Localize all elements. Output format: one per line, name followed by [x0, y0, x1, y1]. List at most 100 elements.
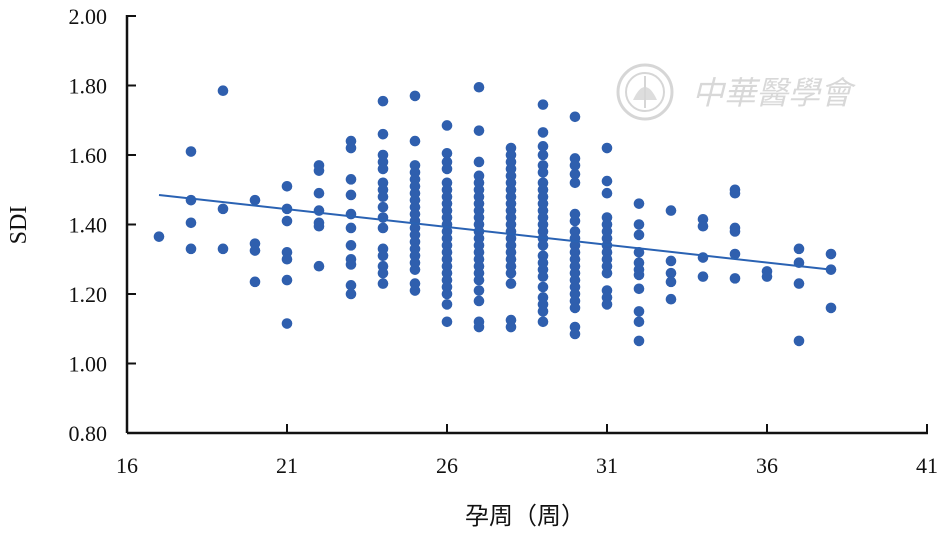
data-point	[569, 168, 581, 180]
data-point	[729, 187, 741, 199]
data-point	[249, 194, 261, 206]
data-point	[441, 120, 453, 131]
data-point	[153, 231, 165, 242]
data-point	[473, 321, 485, 333]
data-point	[473, 274, 485, 286]
data-point	[345, 174, 357, 185]
data-point	[313, 260, 325, 272]
data-point	[537, 167, 549, 178]
data-point	[761, 271, 773, 282]
data-point	[185, 146, 197, 157]
data-point	[697, 271, 709, 282]
data-point	[441, 299, 453, 310]
data-point	[345, 280, 357, 291]
data-point	[409, 264, 421, 275]
y-tick-label: 1.80	[69, 74, 108, 99]
data-point	[537, 316, 549, 328]
data-point	[473, 156, 485, 168]
data-point	[281, 215, 293, 227]
data-point	[377, 222, 389, 234]
data-point	[185, 243, 197, 255]
data-point	[633, 283, 645, 295]
data-point	[601, 142, 613, 154]
data-point	[473, 81, 485, 93]
data-point	[537, 99, 549, 110]
data-point	[537, 240, 549, 251]
y-tick-label: 0.80	[69, 421, 108, 446]
data-point	[633, 306, 645, 317]
y-tick-label: 1.60	[69, 143, 108, 168]
data-point	[377, 128, 389, 140]
data-point	[313, 165, 325, 176]
data-point	[729, 248, 741, 260]
data-point	[409, 285, 421, 296]
data-point	[537, 271, 549, 282]
plot-marks	[153, 81, 837, 347]
data-point	[569, 111, 581, 123]
data-point	[633, 335, 645, 347]
data-point	[185, 194, 197, 206]
y-tick-label: 1.20	[69, 282, 108, 307]
data-point	[537, 306, 549, 317]
data-point	[505, 267, 517, 279]
data-point	[473, 285, 485, 296]
data-point	[633, 198, 645, 209]
data-point	[665, 255, 677, 267]
data-point	[825, 248, 837, 260]
data-point	[217, 243, 229, 255]
data-point	[569, 160, 581, 171]
data-point	[313, 220, 325, 232]
data-point	[185, 217, 197, 229]
data-point	[697, 252, 709, 263]
watermark: 中華醫學會	[616, 63, 856, 121]
data-point	[313, 205, 325, 216]
x-axis-title: 孕周（周）	[465, 504, 585, 530]
x-tick-label: 26	[436, 453, 458, 478]
data-point	[249, 276, 261, 288]
data-point	[313, 187, 325, 199]
data-point	[569, 177, 581, 189]
y-tick-label: 2.00	[69, 4, 108, 29]
data-point	[377, 278, 389, 289]
watermark-text: 中華醫學會	[692, 74, 856, 112]
data-point	[569, 215, 581, 227]
data-point	[473, 125, 485, 136]
data-point	[473, 295, 485, 307]
data-point	[601, 267, 613, 279]
y-axis-title: SDI	[6, 206, 32, 245]
data-point	[377, 95, 389, 107]
data-point	[665, 276, 677, 288]
data-point	[281, 180, 293, 192]
x-tick-label: 16	[116, 453, 138, 478]
x-tick-label: 31	[596, 453, 618, 478]
data-point	[345, 222, 357, 234]
axes: 0.80 1.00 1.20 1.40 1.60 1.80 2.00 16 21 26 31 36 41	[69, 4, 939, 478]
data-point	[665, 293, 677, 305]
x-tick-label: 41	[916, 453, 938, 478]
data-point	[729, 226, 741, 237]
data-point	[281, 318, 293, 329]
data-point	[377, 267, 389, 279]
data-point	[633, 219, 645, 230]
data-point	[217, 203, 229, 215]
data-point	[281, 274, 293, 286]
data-point	[665, 205, 677, 216]
data-point	[601, 175, 613, 187]
data-point	[377, 250, 389, 262]
data-point	[793, 278, 805, 289]
data-point	[569, 328, 581, 340]
data-point	[377, 163, 389, 175]
data-point	[345, 142, 357, 154]
data-point	[345, 259, 357, 270]
data-point	[345, 189, 357, 201]
data-point	[793, 335, 805, 347]
data-point	[825, 302, 837, 314]
data-point	[505, 278, 517, 289]
data-point	[665, 267, 677, 279]
data-point	[281, 253, 293, 265]
data-point	[377, 191, 389, 202]
data-point	[633, 269, 645, 281]
data-point	[633, 247, 645, 258]
data-point	[601, 187, 613, 199]
